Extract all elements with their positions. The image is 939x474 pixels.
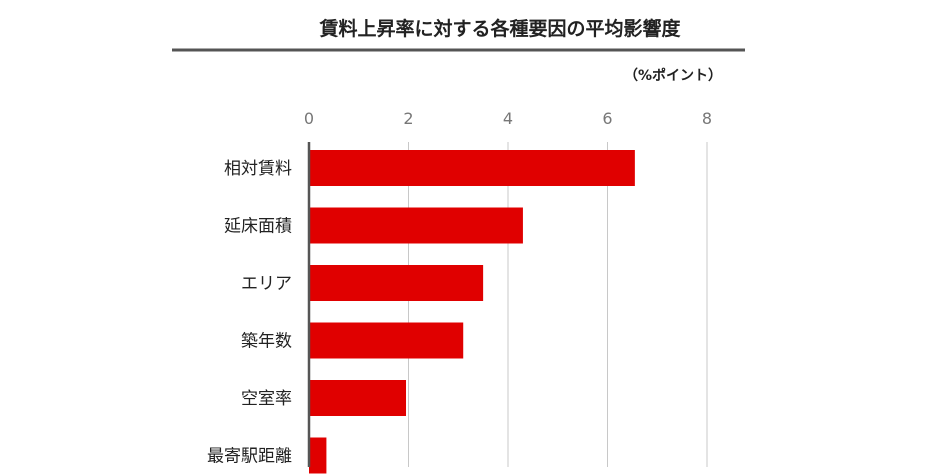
category-label: 相対賃料: [224, 159, 292, 179]
bar-5: [309, 380, 407, 416]
bar-3: [309, 265, 484, 301]
chart-title: 賃料上昇率に対する各種要因の平均影響度: [318, 17, 681, 40]
category-label: エリア: [241, 274, 292, 294]
x-tick-label: 8: [702, 109, 712, 128]
bar-1: [309, 150, 635, 186]
bars: [309, 150, 635, 474]
x-tick-label: 6: [602, 109, 612, 128]
category-label: 築年数: [241, 332, 292, 352]
bar-2: [309, 207, 523, 244]
gridlines: [408, 142, 708, 467]
bar-6: [309, 437, 327, 474]
category-label: 最寄駅距離: [207, 447, 292, 467]
x-tick-label: 2: [403, 109, 413, 128]
category-label: 空室率: [241, 389, 292, 409]
category-label: 延床面積: [224, 217, 292, 237]
bar-4: [309, 322, 464, 359]
x-tick-labels: 0 2 4 6 8: [304, 109, 712, 128]
x-tick-label: 0: [304, 109, 314, 128]
x-tick-label: 4: [503, 109, 513, 128]
unit-label: （%ポイント）: [624, 67, 722, 84]
